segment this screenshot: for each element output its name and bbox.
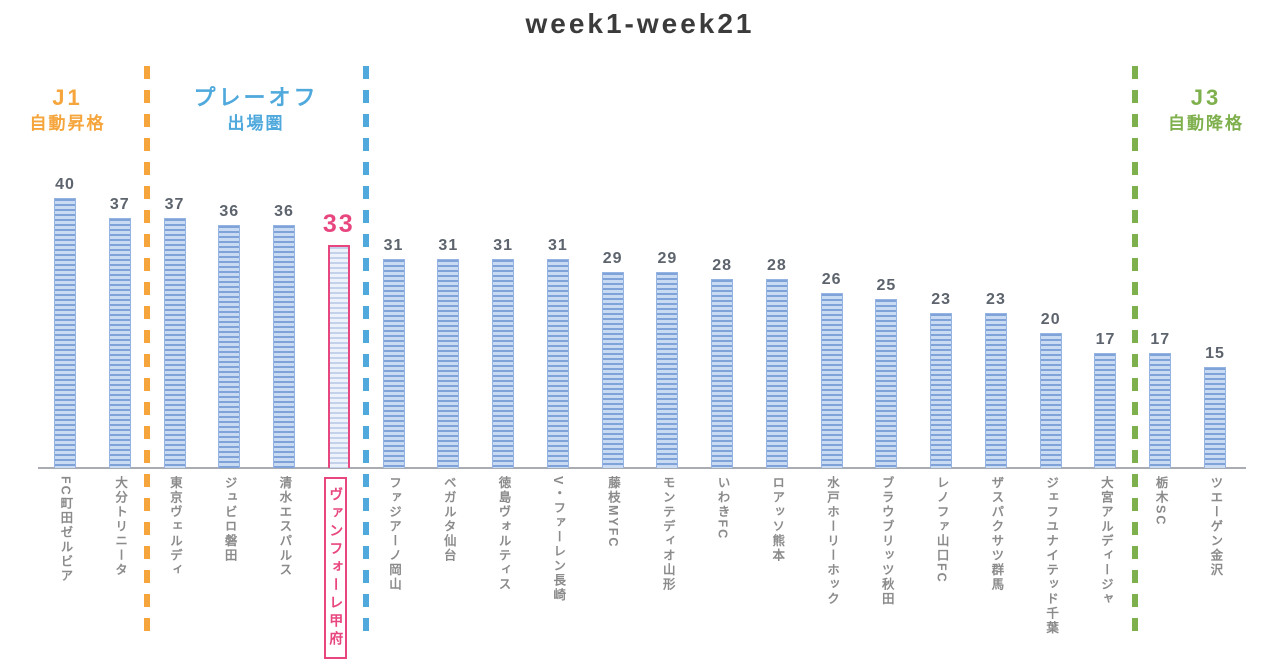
team-label: ジェフユナイテッド千葉 xyxy=(1044,476,1059,636)
bar-value: 28 xyxy=(712,257,733,274)
zone-playoff-title: プレーオフ xyxy=(193,85,319,110)
bar xyxy=(875,299,898,468)
bar xyxy=(437,258,460,468)
bar-value: 26 xyxy=(821,270,842,288)
bar-value: 31 xyxy=(438,236,459,254)
zone-label-j3-relegation: J3 自動降格 xyxy=(1140,84,1272,135)
bar xyxy=(820,292,843,468)
team-label: ロアッソ熊本 xyxy=(770,476,785,563)
team-label-highlight: ヴァンフォーレ甲府 xyxy=(323,477,348,659)
bar xyxy=(492,258,515,468)
zone-j3-title: J3 xyxy=(1190,85,1222,110)
team-label: 藤枝MYFC xyxy=(605,476,620,549)
x-axis-line xyxy=(38,467,1246,469)
bar xyxy=(930,312,953,468)
bar xyxy=(218,225,241,468)
bar-value: 15 xyxy=(1205,344,1225,362)
team-label: FC町田ゼルビア xyxy=(58,476,73,584)
playoff-separator-line xyxy=(363,66,369,636)
bar-value: 25 xyxy=(876,277,897,295)
bar-value: 31 xyxy=(547,236,568,254)
team-label: 東京ヴェルディ xyxy=(167,476,182,578)
team-label: 水戸ホーリーホック xyxy=(825,476,840,607)
team-label: 大宮アルディージャ xyxy=(1098,476,1113,607)
bar xyxy=(1039,333,1062,468)
j1-promotion-separator-line xyxy=(144,66,150,636)
bar-value: 40 xyxy=(55,176,75,193)
team-label: 清水エスパルス xyxy=(277,476,292,578)
bar-value: 17 xyxy=(1095,331,1116,349)
bar-value: 36 xyxy=(274,203,294,220)
bar xyxy=(382,258,405,468)
bar-value: 17 xyxy=(1150,331,1171,349)
bar xyxy=(546,258,569,468)
bar-value: 37 xyxy=(109,196,130,214)
zone-playoff-subtitle: 出場圏 xyxy=(227,113,285,133)
bar-value: 31 xyxy=(493,236,513,254)
bar-value: 29 xyxy=(602,250,623,268)
team-label: ブラウブリッツ秋田 xyxy=(879,476,894,607)
bar-value: 23 xyxy=(931,290,952,308)
team-label: ベガルタ仙台 xyxy=(441,476,456,563)
bar-value: 37 xyxy=(164,196,185,214)
team-label: 大分トリニータ xyxy=(113,476,128,578)
bar-value: 29 xyxy=(657,250,678,268)
bar xyxy=(1149,353,1172,468)
bar xyxy=(1204,366,1226,468)
bar xyxy=(163,218,186,468)
bar-value-highlight: 33 xyxy=(322,210,355,239)
bar xyxy=(1094,353,1117,468)
team-label: ジュビロ磐田 xyxy=(222,476,237,563)
bar-value: 20 xyxy=(1040,311,1061,328)
team-label: 栃木SC xyxy=(1153,476,1168,527)
zone-label-playoff: プレーオフ 出場圏 xyxy=(181,84,331,135)
bar xyxy=(273,225,296,468)
bar xyxy=(711,279,734,468)
team-label: ファジアーノ岡山 xyxy=(386,476,401,592)
bar xyxy=(656,272,679,468)
bar-value: 23 xyxy=(986,290,1006,308)
team-label: ザスパクサツ群馬 xyxy=(989,476,1004,592)
chart-title: week1-week21 xyxy=(525,8,755,39)
j3-relegation-separator-line xyxy=(1132,66,1138,636)
zone-label-j1-promotion: J1 自動昇格 xyxy=(5,84,130,135)
bar xyxy=(984,312,1007,468)
zone-j1-subtitle: 自動昇格 xyxy=(29,113,106,133)
team-label: ツエーゲン金沢 xyxy=(1208,476,1223,578)
bar xyxy=(601,272,624,468)
zone-j3-subtitle: 自動降格 xyxy=(1168,113,1244,133)
team-label: V・ファーレン長崎 xyxy=(551,476,566,603)
zone-j1-title: J1 xyxy=(52,85,83,110)
bar xyxy=(108,218,131,468)
team-label: レノファ山口FC xyxy=(934,476,949,584)
bar-value: 31 xyxy=(383,236,404,254)
team-label: いわきFC xyxy=(715,476,730,541)
bar xyxy=(54,198,76,468)
team-label: 徳島ヴォルティス xyxy=(496,476,511,592)
bar-highlight xyxy=(327,245,350,468)
team-label: モンテディオ山形 xyxy=(660,476,675,592)
bar-value: 36 xyxy=(219,203,240,220)
bar xyxy=(765,279,788,468)
bar-value: 28 xyxy=(766,257,787,274)
